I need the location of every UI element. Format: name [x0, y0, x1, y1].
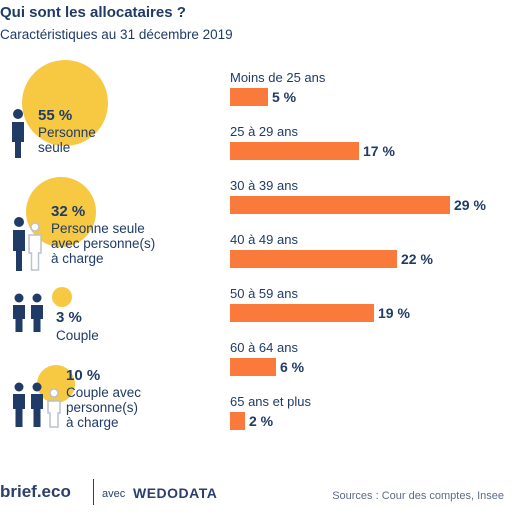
household-single: 55 % Personne seule	[0, 58, 220, 168]
partner-logo: WEDODATA	[133, 485, 218, 501]
household-couple-with-dependent: 10 % Couple avec personne(s) à charge	[0, 363, 220, 443]
bar-category-label: 60 à 64 ans	[230, 340, 298, 355]
household-label: Personne seule	[38, 125, 96, 155]
household-couple: 3 % Couple	[0, 285, 220, 355]
share-value: 10 %	[66, 367, 101, 384]
share-circle	[22, 60, 108, 146]
bar-category-label: 30 à 39 ans	[230, 178, 298, 193]
footer-avec-text: avec	[102, 488, 126, 500]
bar	[230, 142, 359, 160]
brand-logo: brief.eco	[0, 482, 71, 501]
sources-note: Sources : Cour des comptes, Insee	[332, 490, 504, 502]
household-label: Couple	[56, 328, 99, 343]
share-value: 3 %	[56, 309, 82, 326]
household-label: Couple avec personne(s) à charge	[66, 385, 142, 430]
bar-category-label: 50 à 59 ans	[230, 286, 298, 301]
bar-category-label: 25 à 29 ans	[230, 124, 298, 139]
bar-value-label: 6 %	[280, 359, 305, 375]
bar-value-label: 2 %	[249, 413, 274, 429]
bar	[230, 358, 276, 376]
share-value: 55 %	[38, 107, 73, 124]
couple-with-dependent-icon	[13, 382, 61, 428]
person-with-dependent-icon	[13, 217, 42, 271]
single-person-icon	[12, 109, 24, 158]
bar	[230, 88, 268, 106]
bar-value-label: 5 %	[272, 89, 297, 105]
bar	[230, 196, 450, 214]
couple-icon	[13, 293, 43, 332]
household-label: Personne seule avec personne(s) à charge	[51, 221, 156, 266]
bar	[230, 304, 374, 322]
bar	[230, 412, 245, 430]
share-value: 32 %	[51, 203, 86, 220]
bar-value-label: 29 %	[454, 197, 486, 213]
bar-category-label: 65 ans et plus	[230, 394, 311, 409]
footer-divider	[93, 479, 94, 505]
household-single-with-dependent: 32 % Personne seule avec personne(s) à c…	[0, 175, 220, 275]
chart-subtitle: Caractéristiques au 31 décembre 2019	[0, 27, 233, 42]
bar	[230, 250, 397, 268]
bar-category-label: Moins de 25 ans	[230, 70, 326, 85]
bar-value-label: 17 %	[363, 143, 395, 159]
bar-value-label: 22 %	[401, 251, 433, 267]
bar-category-label: 40 à 49 ans	[230, 232, 298, 247]
chart-title: Qui sont les allocataires ?	[0, 4, 186, 21]
share-circle	[52, 287, 72, 307]
bar-value-label: 19 %	[378, 305, 410, 321]
